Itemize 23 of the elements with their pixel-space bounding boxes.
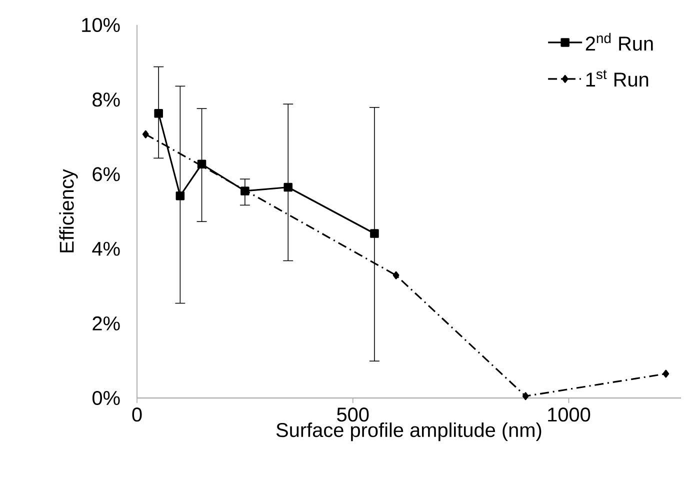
y-axis-title: Efficiency [59,169,78,252]
x-tick-label: 500 [337,408,369,422]
point [284,182,292,192]
y-tick-label: 8% [92,92,120,107]
y-tick-label: 4% [92,242,120,256]
point [240,186,250,196]
legend-label: 2$^{nd}$ Run [586,32,653,51]
point [176,191,185,200]
point [662,370,670,378]
x-tick-label: 0 [132,408,142,422]
y-tick-label: 10% [82,18,120,32]
x-tick-label: 1000 [548,408,590,422]
legend-label: 1$^{st}$ Run [586,70,648,87]
y-tick-label: 2% [92,316,120,330]
x-axis-title: Surface profile amplitude (nm) [276,422,542,442]
point [154,109,163,118]
point [370,229,379,238]
point [197,160,206,169]
point [392,271,400,280]
point [142,130,149,138]
y-tick-label: 0% [92,390,120,406]
y-tick-label: 6% [92,167,120,182]
point [522,392,529,400]
